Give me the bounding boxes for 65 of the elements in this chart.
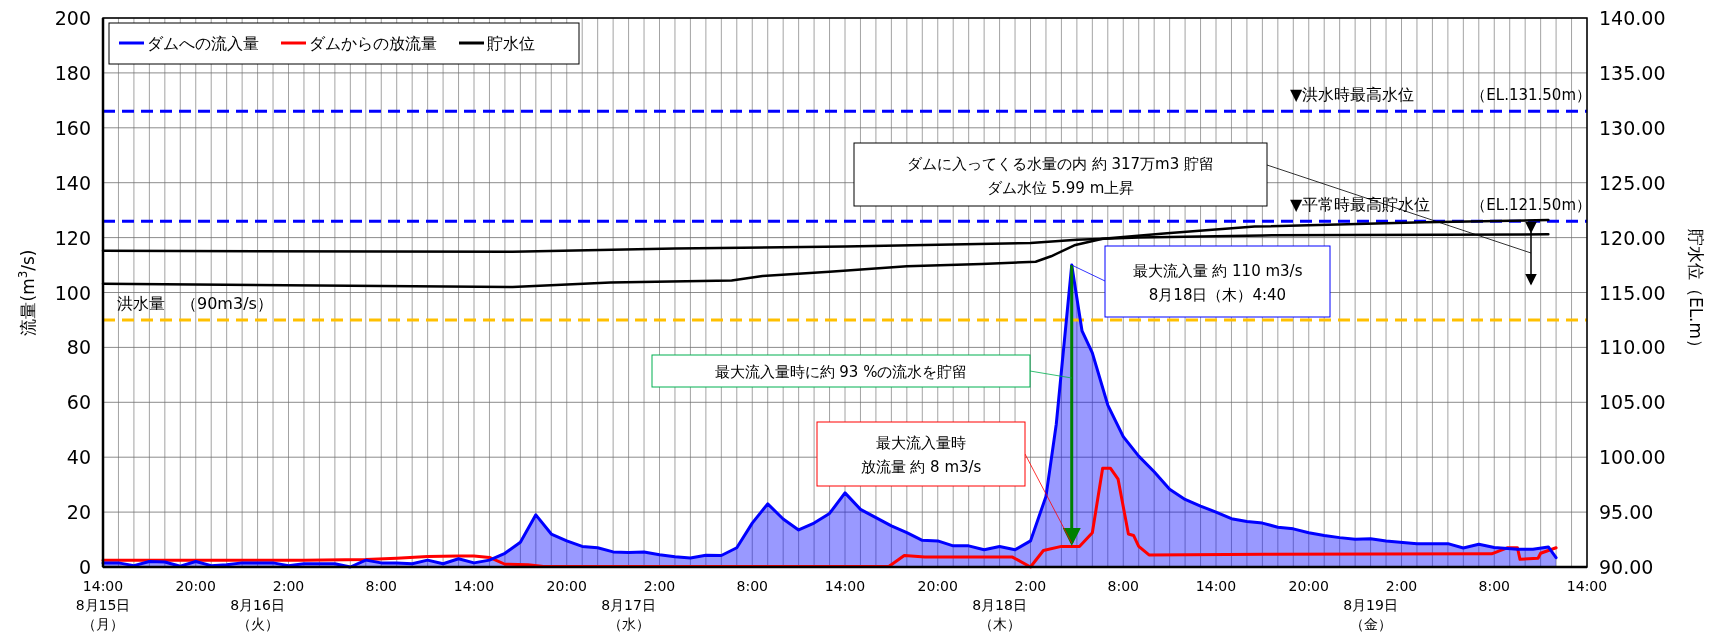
y-tick-label: 0 [78,556,91,578]
y2-tick-label: 95.00 [1599,501,1654,524]
y-tick-label: 180 [54,61,91,84]
x-tick-label: 2:00 [643,578,676,594]
y2-tick-label: 90.00 [1599,556,1654,578]
y-tick-label: 20 [66,501,91,524]
annotation: 最大流入量 約 110 m3/s [1132,261,1303,280]
annotation: （EL.131.50m） [1471,86,1591,105]
y2-tick-label: 125.00 [1599,171,1666,194]
text: 8月16日 [230,597,285,613]
y2-tick-label: 140.00 [1599,7,1666,29]
text: 8月19日 [1343,597,1398,613]
annotation: （EL.121.50m） [1471,196,1591,215]
x-tick-label: 2:00 [272,578,305,594]
y2-tick-label: 130.00 [1599,116,1666,139]
text: 8月15日 [75,597,131,613]
annotation: 最大流入量時 [876,434,966,452]
y-tick-label: 120 [54,226,91,249]
x-tick-label: 14:00 [1195,578,1237,594]
legend-label: ダムからの放流量 [309,34,437,53]
text: （水） [607,616,650,632]
text: 8月17日 [601,597,656,613]
x-tick-label: 2:00 [1014,578,1047,594]
x-tick-label: 8:00 [736,578,768,594]
x-tick-label: 20:00 [175,578,216,594]
ref-line-label: ▼平常時最高貯水位 [1290,195,1431,215]
annotation: ダム水位 5.99 m上昇 [986,178,1135,197]
ref-line-label: 洪水量 （90m3/s） [117,293,273,313]
y2-tick-label: 100.00 [1599,446,1666,469]
annotation: 放流量 約 8 m3/s [860,458,982,476]
x-tick-label: 14:00 [824,578,866,594]
y-tick-label: 140 [54,171,91,194]
annotation: 最大流入量時に約 93 %の流水を貯留 [714,363,968,381]
x-tick-label: 20:00 [1288,578,1329,594]
annotation: 8月18日（木）4:40 [1148,285,1287,304]
y2-tick-label: 135.00 [1599,61,1666,84]
x-tick-label: 20:00 [546,578,587,594]
y-tick-label: 200 [54,7,91,29]
annotation: ダムに入ってくる水量の内 約 317万m3 貯留 [906,154,1215,173]
y2-tick-label: 105.00 [1599,391,1666,414]
y2-tick-label: 115.00 [1599,281,1666,304]
x-tick-label: 14:00 [1566,578,1608,594]
y-tick-label: 60 [66,391,91,414]
y2-axis-title: 貯水位（EL.m） [1686,228,1706,357]
y-tick-label: 100 [54,281,91,304]
text: 8月18日 [972,597,1027,613]
text: （月） [82,616,124,632]
x-tick-label: 14:00 [82,578,124,594]
x-tick-label: 8:00 [1478,578,1510,594]
y-tick-label: 160 [54,116,91,139]
x-tick-label: 2:00 [1385,578,1418,594]
y-tick-label: 80 [66,336,91,359]
text: （火） [236,616,279,632]
legend-label: ダムへの流入量 [147,34,259,53]
legend-label: 貯水位 [487,34,535,53]
y2-tick-label: 120.00 [1599,226,1666,249]
ref-line-label: ▼洪水時最高水位 [1290,85,1415,105]
text: （木） [978,616,1021,632]
y-tick-label: 40 [66,446,91,469]
y2-tick-label: 110.00 [1599,336,1666,359]
x-tick-label: 20:00 [917,578,958,594]
x-tick-label: 8:00 [365,578,397,594]
text: （金） [1349,616,1392,632]
x-tick-label: 8:00 [1107,578,1139,594]
x-tick-label: 14:00 [453,578,495,594]
